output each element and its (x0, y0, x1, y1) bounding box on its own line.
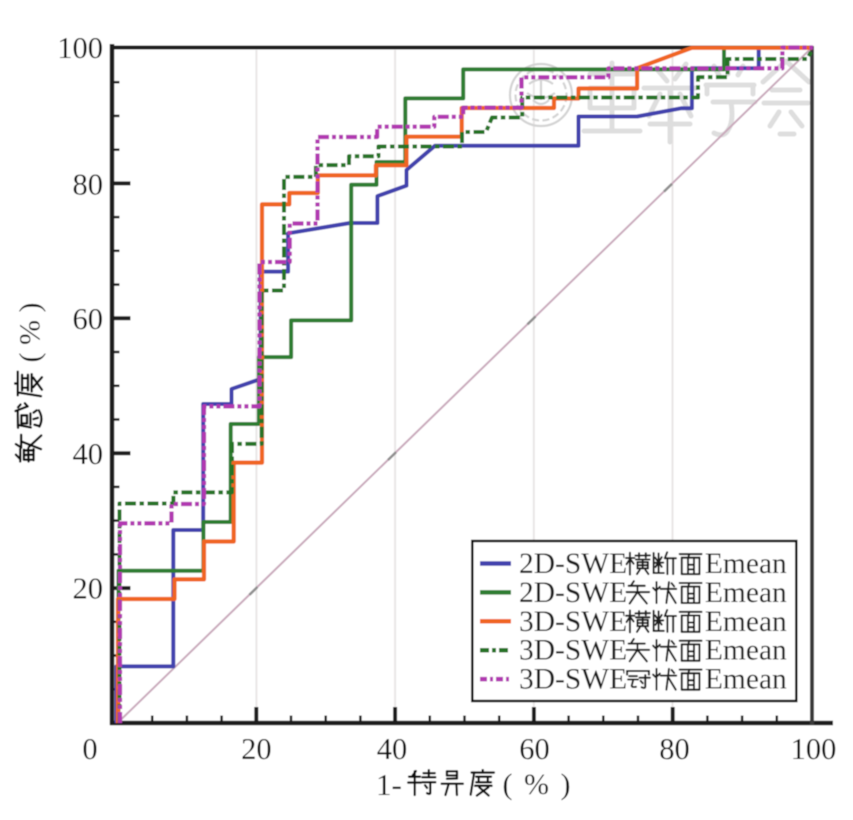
svg-text:( % ): ( % ) (14, 303, 47, 363)
svg-text:80: 80 (73, 168, 104, 202)
svg-text:Emean: Emean (705, 548, 787, 580)
svg-text:3D-SWE: 3D-SWE (519, 664, 627, 696)
svg-text:40: 40 (73, 437, 104, 471)
svg-text:60: 60 (73, 302, 104, 336)
svg-text:20: 20 (73, 572, 104, 606)
svg-text:20: 20 (241, 732, 272, 766)
svg-text:3D-SWE: 3D-SWE (519, 635, 627, 667)
svg-text:Emean: Emean (705, 635, 787, 667)
svg-text:60: 60 (519, 732, 550, 766)
svg-text:2D-SWE: 2D-SWE (519, 548, 627, 580)
svg-text:40: 40 (377, 732, 408, 766)
svg-text:100: 100 (791, 732, 837, 766)
svg-text:80: 80 (659, 732, 690, 766)
svg-text:( % ): ( % ) (503, 768, 573, 801)
svg-text:0: 0 (82, 732, 97, 766)
svg-text:Emean: Emean (705, 577, 787, 609)
svg-text:100: 100 (57, 31, 103, 65)
svg-text:Emean: Emean (705, 606, 787, 638)
svg-text:1-: 1- (376, 767, 402, 802)
svg-text:2D-SWE: 2D-SWE (519, 577, 627, 609)
svg-text:3D-SWE: 3D-SWE (519, 606, 627, 638)
svg-text:Emean: Emean (705, 664, 787, 696)
